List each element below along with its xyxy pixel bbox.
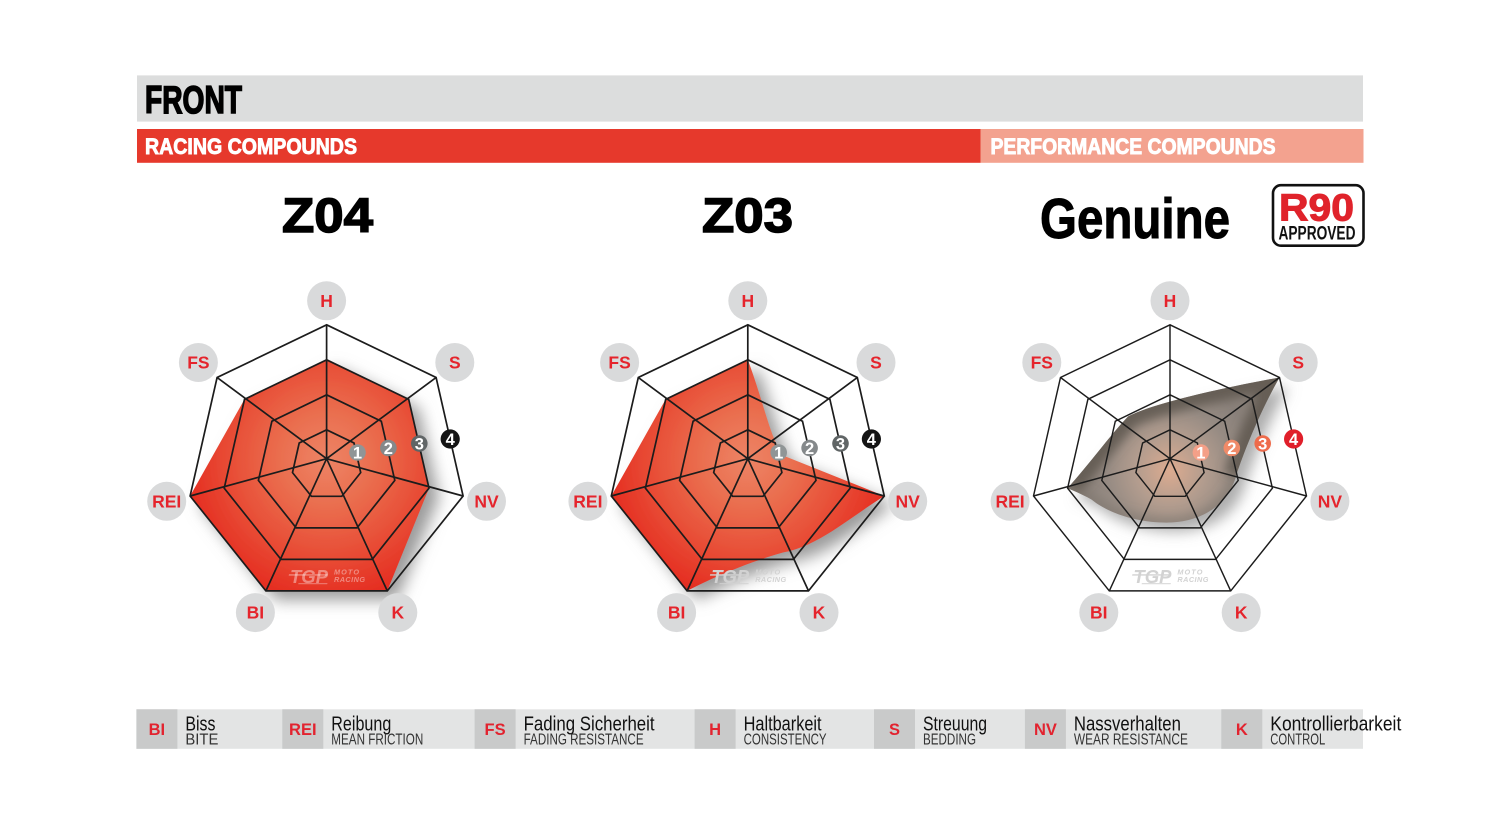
svg-text:NV: NV	[1318, 491, 1343, 511]
svg-text:TGP: TGP	[290, 566, 329, 587]
svg-text:FS: FS	[1031, 353, 1053, 373]
svg-text:MOTO: MOTO	[755, 568, 780, 577]
svg-text:S: S	[870, 353, 882, 373]
svg-text:Streuung: Streuung	[923, 714, 987, 736]
svg-text:Genuine: Genuine	[1040, 187, 1230, 251]
svg-text:RACING: RACING	[334, 575, 365, 584]
svg-text:FRONT: FRONT	[145, 79, 242, 122]
svg-text:FS: FS	[608, 353, 630, 373]
svg-text:REI: REI	[289, 721, 317, 739]
svg-text:BI: BI	[149, 721, 166, 739]
svg-text:H: H	[741, 291, 754, 311]
svg-text:K: K	[391, 603, 404, 623]
svg-text:3: 3	[1258, 436, 1267, 454]
svg-text:RACING: RACING	[755, 575, 786, 584]
svg-text:1: 1	[353, 445, 362, 463]
svg-text:Kontrollierbarkeit: Kontrollierbarkeit	[1270, 714, 1401, 736]
svg-text:REI: REI	[573, 491, 602, 511]
svg-text:REI: REI	[152, 491, 181, 511]
svg-text:Haltbarkeit: Haltbarkeit	[744, 714, 822, 736]
svg-text:R90: R90	[1279, 187, 1354, 229]
svg-text:3: 3	[836, 436, 845, 454]
svg-text:BI: BI	[1090, 603, 1108, 623]
svg-text:RACING: RACING	[1177, 575, 1208, 584]
svg-text:H: H	[1164, 291, 1177, 311]
svg-text:APPROVED: APPROVED	[1279, 223, 1356, 244]
svg-text:MOTO: MOTO	[1177, 568, 1202, 577]
svg-text:CONTROL: CONTROL	[1270, 732, 1325, 749]
svg-text:2: 2	[384, 440, 393, 458]
svg-text:TGP: TGP	[1133, 566, 1172, 587]
svg-text:S: S	[889, 721, 900, 739]
svg-text:1: 1	[774, 445, 783, 463]
svg-text:WEAR RESISTANCE: WEAR RESISTANCE	[1074, 732, 1188, 749]
svg-text:4: 4	[867, 431, 877, 449]
svg-text:4: 4	[1289, 431, 1299, 449]
svg-text:Biss: Biss	[185, 714, 215, 736]
svg-text:PERFORMANCE COMPOUNDS: PERFORMANCE COMPOUNDS	[991, 134, 1276, 159]
svg-text:H: H	[709, 721, 721, 739]
svg-text:4: 4	[446, 431, 456, 449]
svg-text:Reibung: Reibung	[331, 714, 391, 736]
svg-text:RACING COMPOUNDS: RACING COMPOUNDS	[145, 134, 357, 159]
svg-text:REI: REI	[996, 491, 1025, 511]
svg-text:Fading Sicherheit: Fading Sicherheit	[524, 714, 655, 736]
svg-text:FADING RESISTANCE: FADING RESISTANCE	[524, 732, 644, 749]
svg-text:TGP: TGP	[711, 566, 750, 587]
svg-text:NV: NV	[1034, 721, 1057, 739]
svg-text:2: 2	[1227, 440, 1236, 458]
svg-text:3: 3	[415, 436, 424, 454]
svg-text:1: 1	[1196, 445, 1205, 463]
svg-text:2: 2	[805, 440, 814, 458]
svg-text:BI: BI	[247, 603, 265, 623]
svg-text:NV: NV	[474, 491, 499, 511]
svg-text:H: H	[320, 291, 333, 311]
svg-text:CONSISTENCY: CONSISTENCY	[744, 732, 827, 749]
svg-text:MOTO: MOTO	[334, 568, 359, 577]
svg-text:Nassverhalten: Nassverhalten	[1074, 714, 1181, 736]
svg-text:BI: BI	[668, 603, 686, 623]
svg-text:K: K	[813, 603, 826, 623]
svg-text:NV: NV	[896, 491, 921, 511]
svg-text:FS: FS	[485, 721, 506, 739]
svg-text:MEAN FRICTION: MEAN FRICTION	[331, 732, 423, 749]
svg-text:S: S	[449, 353, 461, 373]
svg-text:Z04: Z04	[282, 190, 373, 243]
svg-text:K: K	[1235, 603, 1248, 623]
svg-text:BEDDING: BEDDING	[923, 732, 976, 749]
svg-text:Z03: Z03	[702, 190, 793, 243]
svg-text:K: K	[1236, 721, 1248, 739]
svg-text:BITE: BITE	[185, 732, 218, 749]
svg-text:FS: FS	[187, 353, 209, 373]
svg-text:S: S	[1292, 353, 1304, 373]
